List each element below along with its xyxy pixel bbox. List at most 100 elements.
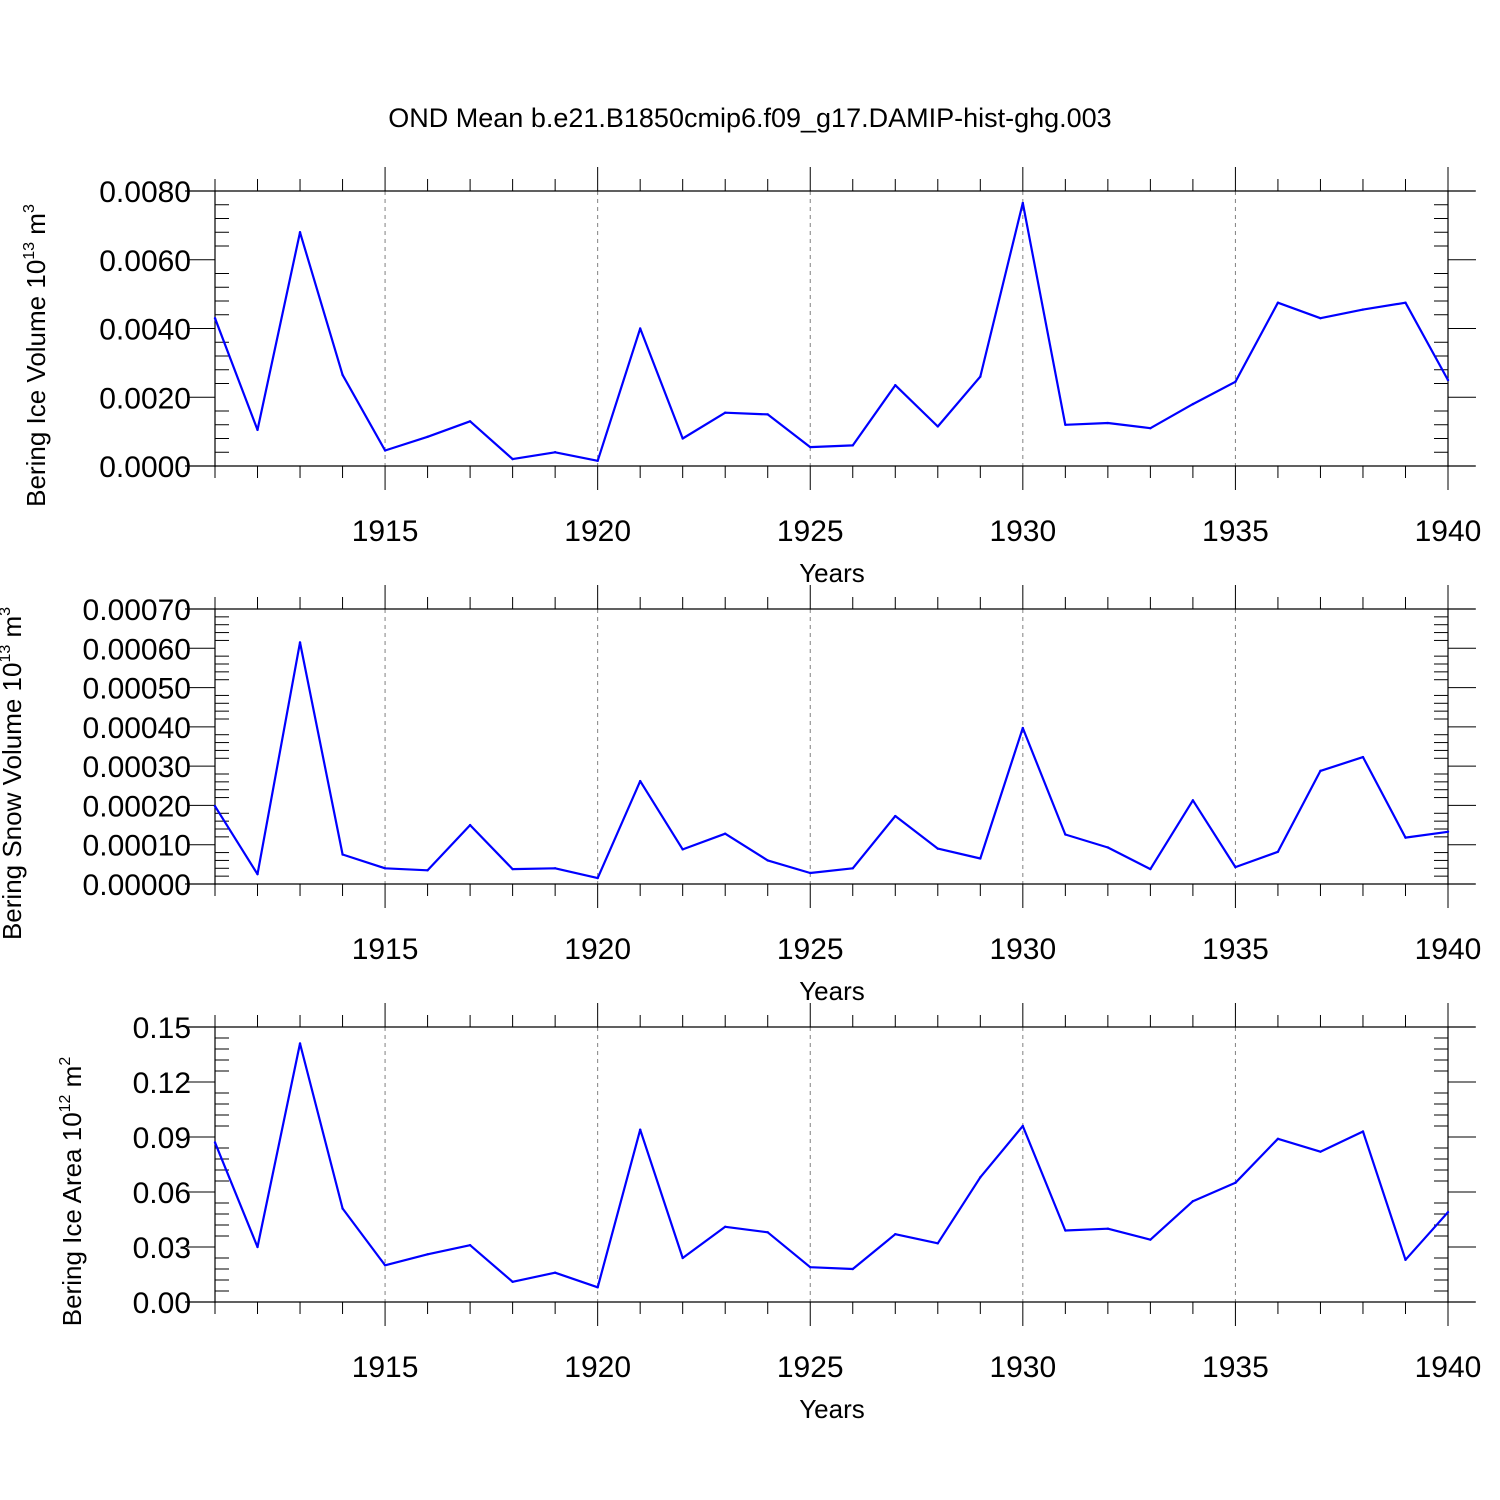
data-point — [383, 867, 387, 870]
data-point — [851, 444, 854, 447]
data-point — [979, 1176, 982, 1179]
data-point — [894, 814, 897, 818]
data-point — [1021, 201, 1025, 205]
y-axis-title-exponent: 13 — [0, 645, 14, 663]
y-axis-title: Bering Snow Volume 1013 m3 — [0, 607, 27, 940]
chart-panel-2: 0.00000 0.00010 0.00020 0.00030 0.00040 0.000… — [0, 585, 1481, 1006]
data-point — [1064, 423, 1067, 426]
data-point — [851, 1267, 854, 1271]
x-tick-label: 1925 — [777, 933, 844, 966]
x-tick-label: 1915 — [352, 933, 419, 966]
data-point — [596, 459, 599, 463]
data-point — [383, 449, 387, 452]
data-point — [1191, 1199, 1195, 1203]
x-axis-title: Years — [799, 976, 865, 1006]
y-tick-label: 0.06 — [133, 1177, 191, 1210]
data-point — [1064, 1229, 1067, 1232]
data-point — [681, 437, 684, 440]
data-point — [766, 859, 769, 862]
data-point — [468, 823, 472, 827]
data-point — [383, 1264, 387, 1267]
y-tick-label: 0.00030 — [83, 751, 191, 784]
y-axis-title-unit-exponent: 2 — [57, 1057, 74, 1066]
data-point — [1404, 836, 1407, 839]
data-point — [638, 327, 642, 330]
data-point — [1021, 726, 1025, 730]
data-point — [1319, 1150, 1322, 1153]
data-point — [468, 420, 472, 423]
data-point — [553, 1271, 557, 1274]
data-point — [1319, 769, 1322, 773]
y-axis-title-unit-exponent: 3 — [21, 204, 38, 213]
data-point — [1234, 1181, 1237, 1185]
y-tick-label: 0.0040 — [99, 314, 191, 347]
data-point — [553, 867, 557, 870]
data-point — [681, 1256, 684, 1260]
data-point — [426, 435, 429, 438]
data-point — [341, 853, 344, 856]
y-tick-label: 0.00010 — [83, 830, 191, 863]
y-tick-label: 0.03 — [133, 1232, 191, 1265]
x-tick-label: 1920 — [564, 1351, 631, 1384]
data-point — [213, 805, 217, 808]
data-point — [511, 867, 514, 871]
data-point — [1404, 1258, 1407, 1262]
data-point — [1276, 1137, 1280, 1141]
data-point — [1446, 830, 1450, 833]
y-axis-title: Bering Ice Area 1012 m2 — [57, 1057, 87, 1327]
data-point — [766, 413, 769, 416]
data-point — [426, 1253, 429, 1256]
y-axis-title-exponent: 12 — [57, 1094, 74, 1112]
data-point — [1106, 421, 1110, 425]
x-tick-label: 1930 — [989, 1351, 1056, 1384]
y-axis-title: Bering Ice Volume 1013 m3 — [21, 204, 51, 507]
x-tick-label: 1930 — [989, 515, 1056, 548]
series-line — [214, 641, 1449, 880]
y-tick-label: 0.0080 — [99, 176, 191, 209]
data-point — [1361, 755, 1365, 759]
data-point — [851, 867, 854, 870]
data-point — [298, 641, 302, 644]
data-point — [979, 375, 982, 378]
x-tick-label: 1920 — [564, 933, 631, 966]
x-tick-label: 1940 — [1415, 933, 1482, 966]
data-point — [894, 384, 897, 387]
data-point — [1191, 799, 1195, 802]
data-point — [1234, 380, 1237, 383]
data-point — [724, 411, 727, 414]
data-point — [1149, 1238, 1152, 1241]
data-point — [1106, 846, 1110, 849]
y-axis-title-text: Bering Snow Volume 10 — [0, 663, 27, 941]
panels: 0.0000 0.0020 0.0040 0.0060 0.0080 1915 1920 19… — [0, 167, 1481, 1424]
y-axis-title-unit: m — [21, 213, 51, 242]
data-point — [766, 1231, 769, 1234]
x-axis-title: Years — [799, 558, 865, 588]
data-point — [511, 1280, 514, 1284]
data-point — [638, 779, 642, 783]
x-axis-title: Years — [799, 1394, 865, 1424]
data-point — [1361, 308, 1365, 311]
y-tick-label: 0.00020 — [83, 790, 191, 823]
data-point — [213, 316, 217, 320]
y-tick-label: 0.00070 — [83, 594, 191, 627]
data-point — [256, 428, 259, 432]
y-axis-title-unit: m — [0, 616, 27, 645]
y-tick-label: 0.12 — [133, 1067, 191, 1100]
y-tick-label: 0.00060 — [83, 633, 191, 666]
x-tick-label: 1940 — [1415, 1351, 1482, 1384]
series-line — [213, 201, 1449, 462]
chart-panel-3: 0.00 0.03 0.06 0.09 0.12 0.15 1915 1920 1925 1930… — [57, 1003, 1481, 1424]
data-point — [724, 832, 727, 835]
y-tick-label: 0.00050 — [83, 673, 191, 706]
data-point — [468, 1243, 472, 1247]
data-point — [936, 1242, 939, 1245]
y-tick-label: 0.0020 — [99, 382, 191, 415]
data-point — [1404, 301, 1407, 304]
data-point — [1319, 316, 1322, 320]
data-point — [1064, 833, 1067, 836]
x-tick-label: 1925 — [777, 1351, 844, 1384]
data-point — [809, 445, 812, 449]
y-axis-title-text: Bering Ice Area 10 — [57, 1112, 87, 1326]
data-point — [1361, 1130, 1365, 1133]
y-tick-label: 0.0060 — [99, 245, 191, 278]
